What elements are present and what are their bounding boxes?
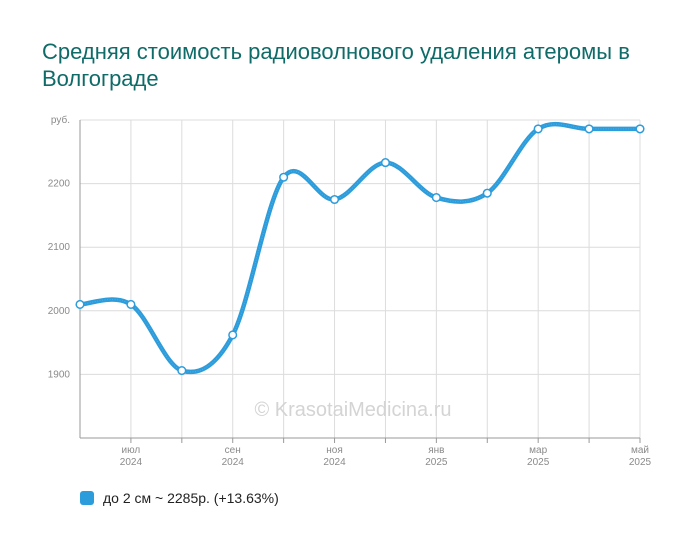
x-tick-year-label: 2024 xyxy=(323,457,346,468)
data-point xyxy=(431,193,441,203)
x-tick-month-label: янв xyxy=(428,445,444,456)
grid-lines xyxy=(80,119,641,438)
data-point xyxy=(533,124,543,134)
legend-swatch xyxy=(80,491,94,505)
data-point xyxy=(380,158,391,168)
y-tick-label: 2100 xyxy=(48,242,71,253)
data-point xyxy=(329,194,340,205)
chart-title: Средняя стоимость радиоволнового удалени… xyxy=(42,39,630,91)
data-point xyxy=(126,299,136,309)
y-tick-label: 2000 xyxy=(48,306,71,317)
x-tick-year-label: 2025 xyxy=(425,457,448,468)
series-line xyxy=(77,121,643,375)
y-tick-labels: 1900 2000 2100 2200 руб. xyxy=(48,114,71,380)
data-point xyxy=(177,366,187,376)
legend-label: до 2 см ~ 2285р. (+13.63%) xyxy=(103,490,279,506)
legend[interactable]: до 2 см ~ 2285р. (+13.63%) xyxy=(80,490,279,506)
watermark-text: © KrasotaiMedicina.ru xyxy=(254,399,451,421)
x-tick-year-label: 2024 xyxy=(120,457,143,468)
x-tick-labels: июл2024сен2024ноя2024янв2025мар2025май20… xyxy=(120,445,652,468)
series-layer xyxy=(77,121,643,375)
data-point xyxy=(482,188,492,198)
y-tick-label: 1900 xyxy=(48,369,71,380)
x-tick-month-label: мар xyxy=(529,445,547,456)
data-point xyxy=(635,124,645,134)
data-point xyxy=(228,330,238,340)
x-tick-year-label: 2025 xyxy=(629,457,652,468)
data-point xyxy=(584,124,594,134)
x-tick-month-label: ноя xyxy=(326,445,343,456)
data-points xyxy=(75,124,645,376)
axes xyxy=(79,120,641,443)
data-point xyxy=(279,172,289,182)
y-axis-unit-label: руб. xyxy=(51,114,70,126)
x-tick-month-label: июл xyxy=(122,445,141,456)
x-tick-year-label: 2024 xyxy=(222,457,245,468)
series-line-texture xyxy=(79,123,640,373)
x-tick-month-label: май xyxy=(631,445,649,456)
x-tick-month-label: сен xyxy=(225,445,241,456)
x-tick-year-label: 2025 xyxy=(527,457,550,468)
y-tick-label: 2200 xyxy=(48,179,71,190)
data-point xyxy=(75,299,85,309)
